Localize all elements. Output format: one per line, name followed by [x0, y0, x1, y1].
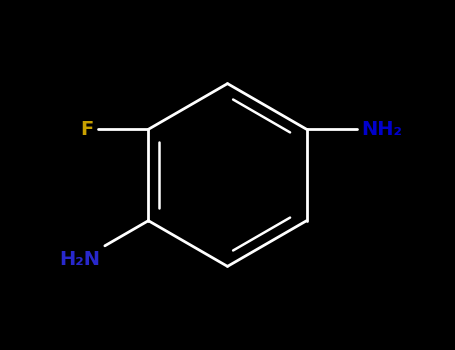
Text: H₂N: H₂N — [59, 250, 100, 270]
Text: F: F — [80, 120, 94, 139]
Text: NH₂: NH₂ — [361, 120, 403, 139]
